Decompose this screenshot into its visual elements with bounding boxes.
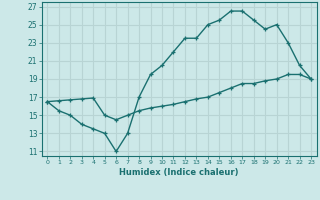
X-axis label: Humidex (Indice chaleur): Humidex (Indice chaleur) [119,168,239,177]
